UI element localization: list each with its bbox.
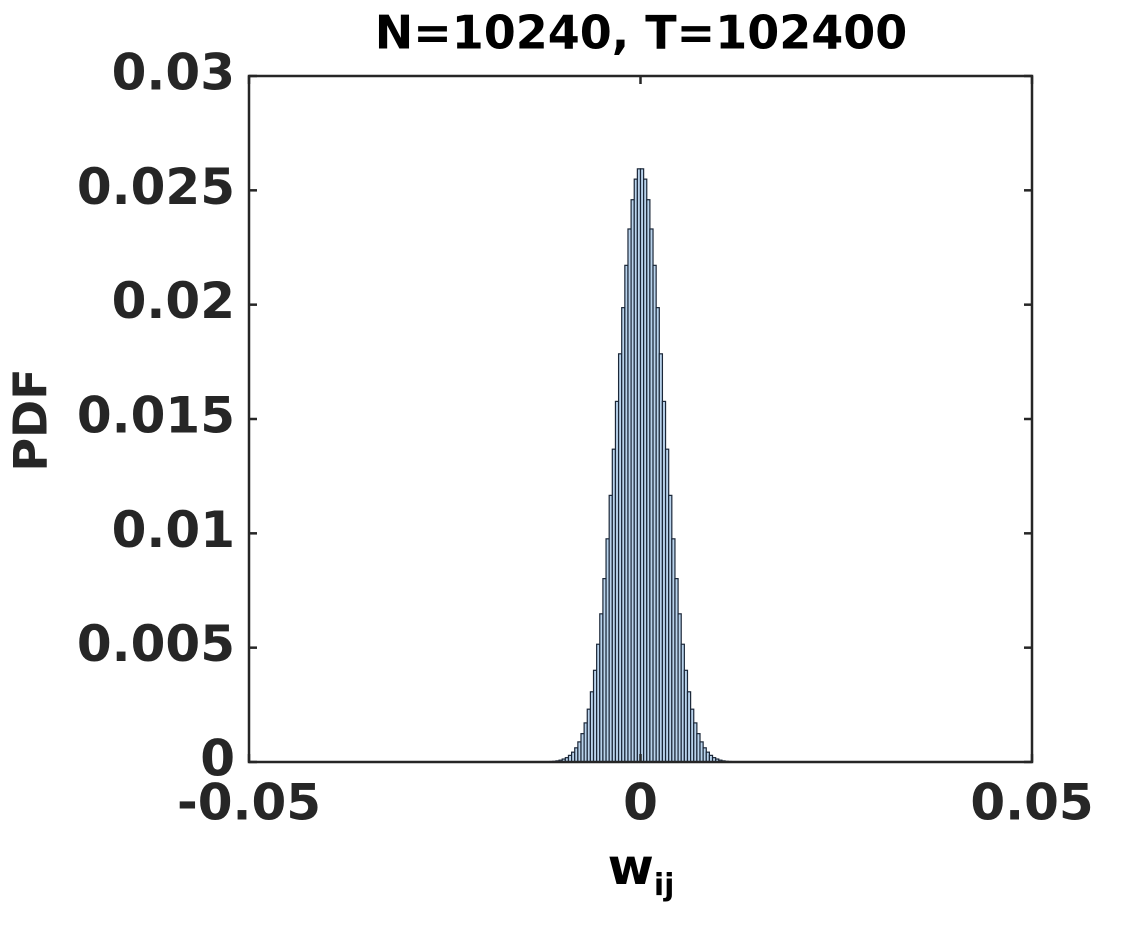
x-tick-label: 0.05 <box>970 774 1093 832</box>
x-tick-label: 0 <box>623 774 658 832</box>
y-tick-label: 0.015 <box>77 387 235 445</box>
y-axis-label: PDF <box>4 368 58 471</box>
y-tick-label: 0 <box>200 730 235 788</box>
x-label-subscript: ij <box>654 868 675 903</box>
y-tick-label: 0.02 <box>112 272 235 330</box>
y-tick-label: 0.01 <box>112 501 235 559</box>
chart-title: N=10240, T=102400 <box>375 6 908 60</box>
y-tick-label: 0.03 <box>112 44 235 102</box>
x-axis-label: wij <box>608 838 675 903</box>
y-tick-label: 0.005 <box>77 615 235 673</box>
y-tick-label: 0.025 <box>77 158 235 216</box>
x-tick-label: -0.05 <box>177 774 321 832</box>
x-label-main: w <box>608 838 654 896</box>
